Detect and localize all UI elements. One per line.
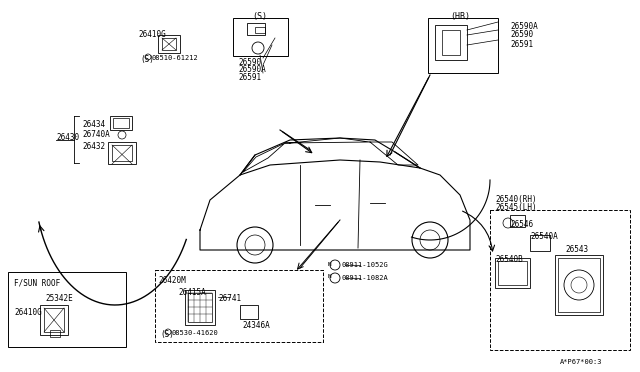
Text: 26432: 26432: [82, 142, 105, 151]
Bar: [158, 35, 180, 53]
Bar: [428, 18, 498, 73]
Text: A*P67*00:3: A*P67*00:3: [560, 359, 602, 365]
Bar: [490, 210, 630, 350]
Text: 26591: 26591: [238, 73, 261, 82]
Text: 26590: 26590: [510, 30, 533, 39]
Text: 26590: 26590: [238, 58, 261, 67]
Text: 24346A: 24346A: [242, 321, 269, 330]
Text: 25342E: 25342E: [45, 294, 73, 303]
Bar: [44, 308, 64, 332]
Text: 26591: 26591: [510, 40, 533, 49]
Text: 26540A: 26540A: [530, 232, 557, 241]
Bar: [233, 18, 288, 56]
Text: 26540B: 26540B: [495, 255, 523, 264]
Bar: [50, 330, 60, 337]
Text: 26420M: 26420M: [158, 276, 186, 285]
Text: 26434: 26434: [82, 120, 105, 129]
Text: 26415A: 26415A: [178, 288, 205, 297]
Text: 26430: 26430: [56, 133, 79, 142]
Text: 26540(RH): 26540(RH): [495, 195, 536, 204]
Text: 08530-41620: 08530-41620: [172, 330, 219, 336]
Text: 26740A: 26740A: [82, 130, 109, 139]
Text: (S): (S): [253, 12, 268, 21]
Bar: [112, 145, 132, 161]
Bar: [510, 215, 525, 227]
Text: 26410G: 26410G: [14, 308, 42, 317]
Text: 26545(LH): 26545(LH): [495, 203, 536, 212]
Bar: [185, 290, 215, 325]
Bar: [110, 116, 132, 130]
Bar: [530, 235, 550, 251]
Bar: [8, 272, 126, 347]
Text: 26590A: 26590A: [238, 65, 266, 74]
Text: 26741: 26741: [218, 294, 241, 303]
Text: 08911-1082A: 08911-1082A: [342, 275, 388, 281]
Bar: [162, 38, 176, 50]
Bar: [498, 261, 527, 285]
Bar: [188, 293, 212, 322]
Bar: [255, 27, 265, 33]
Text: 08510-61212: 08510-61212: [152, 55, 199, 61]
Bar: [555, 255, 603, 315]
Text: 26410G: 26410G: [138, 30, 166, 39]
Bar: [495, 258, 530, 288]
Bar: [40, 305, 68, 335]
Bar: [113, 118, 129, 128]
Text: (S): (S): [140, 55, 154, 64]
Bar: [108, 142, 136, 164]
Bar: [435, 25, 467, 60]
Text: 26546: 26546: [510, 220, 533, 229]
Text: (S): (S): [160, 330, 174, 339]
Bar: [247, 23, 265, 35]
Text: N: N: [328, 262, 332, 266]
Text: F/SUN ROOF: F/SUN ROOF: [14, 278, 60, 287]
Text: 26590A: 26590A: [510, 22, 538, 31]
Bar: [240, 305, 258, 319]
Text: (HB): (HB): [450, 12, 470, 21]
Bar: [442, 30, 460, 55]
Text: 08911-1052G: 08911-1052G: [342, 262, 388, 268]
Bar: [155, 270, 323, 342]
Text: 26543: 26543: [565, 245, 588, 254]
Text: N: N: [328, 275, 332, 279]
Bar: [558, 258, 600, 312]
